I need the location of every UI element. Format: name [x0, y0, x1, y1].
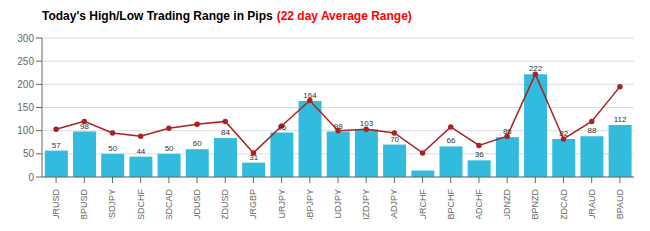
svg-text:86: 86	[503, 127, 512, 136]
svg-text:222: 222	[529, 64, 543, 73]
svg-text:CADCHF: CADCHF	[474, 188, 484, 219]
svg-text:31: 31	[249, 153, 258, 162]
svg-text:60: 60	[193, 139, 202, 148]
svg-text:112: 112	[614, 115, 627, 124]
svg-text:300: 300	[17, 33, 34, 44]
svg-text:0: 0	[28, 172, 34, 183]
svg-text:NZDCAD: NZDCAD	[559, 189, 569, 219]
svg-text:GBPNZD: GBPNZD	[530, 189, 540, 219]
svg-text:82: 82	[559, 129, 568, 138]
svg-text:NZDUSD: NZDUSD	[220, 189, 230, 219]
svg-text:70: 70	[390, 135, 399, 144]
svg-text:EURCHF: EURCHF	[418, 188, 428, 219]
svg-text:100: 100	[17, 125, 34, 136]
svg-text:200: 200	[17, 79, 34, 90]
svg-text:88: 88	[587, 126, 596, 135]
svg-text:84: 84	[221, 128, 230, 137]
svg-text:AUDUSD: AUDUSD	[192, 189, 202, 219]
svg-text:EURGBP: EURGBP	[248, 189, 258, 219]
svg-text:36: 36	[475, 150, 484, 159]
svg-text:103: 103	[360, 119, 374, 128]
svg-text:EURAUD: EURAUD	[587, 189, 597, 219]
svg-text:GBPJPY: GBPJPY	[305, 189, 315, 219]
svg-text:AUDNZD: AUDNZD	[502, 189, 512, 219]
svg-text:NZDJPY: NZDJPY	[361, 189, 371, 219]
svg-text:66: 66	[447, 136, 456, 145]
svg-text:EURUSD: EURUSD	[51, 189, 61, 219]
svg-text:98: 98	[334, 122, 343, 131]
svg-text:GBPAUD: GBPAUD	[615, 189, 625, 219]
svg-text:USDCAD: USDCAD	[164, 189, 174, 219]
svg-text:150: 150	[17, 102, 34, 113]
svg-text:96: 96	[277, 123, 286, 132]
svg-text:CADJPY: CADJPY	[389, 189, 399, 219]
svg-text:50: 50	[23, 148, 35, 159]
svg-text:GBPUSD: GBPUSD	[79, 189, 89, 219]
svg-text:44: 44	[136, 147, 145, 156]
svg-text:250: 250	[17, 56, 34, 67]
svg-text:EURJPY: EURJPY	[277, 189, 287, 219]
html-text:Today's High/Low Trading Range: Today's High/Low Trading Range in Pips (…	[42, 9, 412, 23]
svg-text:57: 57	[52, 141, 61, 150]
svg-text:50: 50	[108, 144, 117, 153]
svg-text:AUDJPY: AUDJPY	[333, 189, 343, 219]
svg-text:GBPCHF: GBPCHF	[446, 189, 456, 219]
svg-text:50: 50	[165, 144, 174, 153]
svg-text:98: 98	[80, 122, 89, 131]
svg-text:164: 164	[303, 91, 317, 100]
svg-text:USDJPY: USDJPY	[107, 189, 117, 219]
svg-text:USDCHF: USDCHF	[136, 188, 146, 219]
